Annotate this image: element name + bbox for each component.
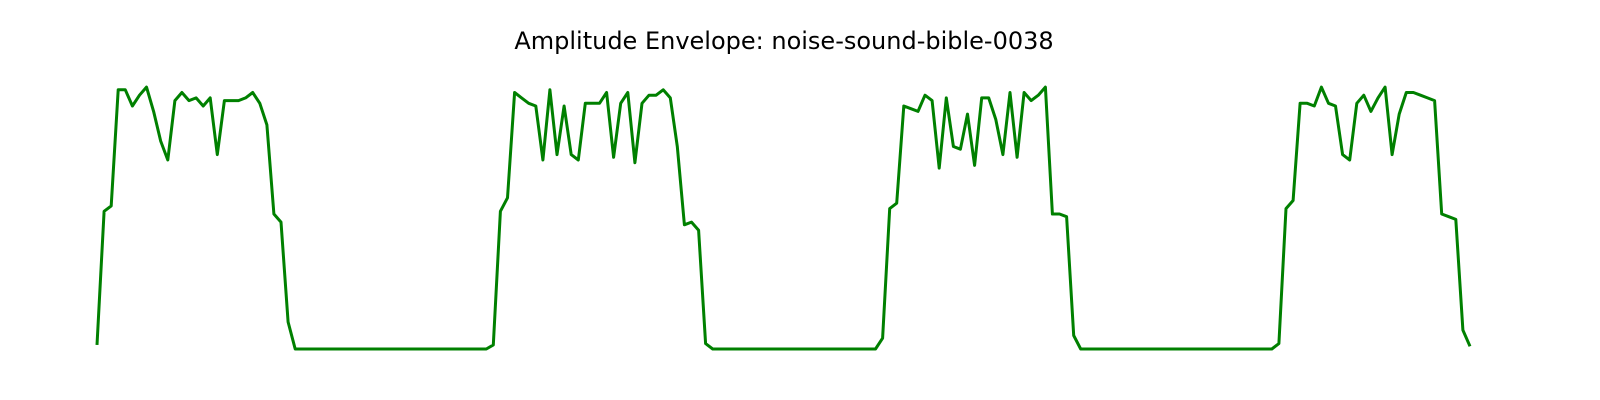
envelope-line [95,85,1472,351]
chart-title: Amplitude Envelope: noise-sound-bible-00… [514,27,1053,55]
